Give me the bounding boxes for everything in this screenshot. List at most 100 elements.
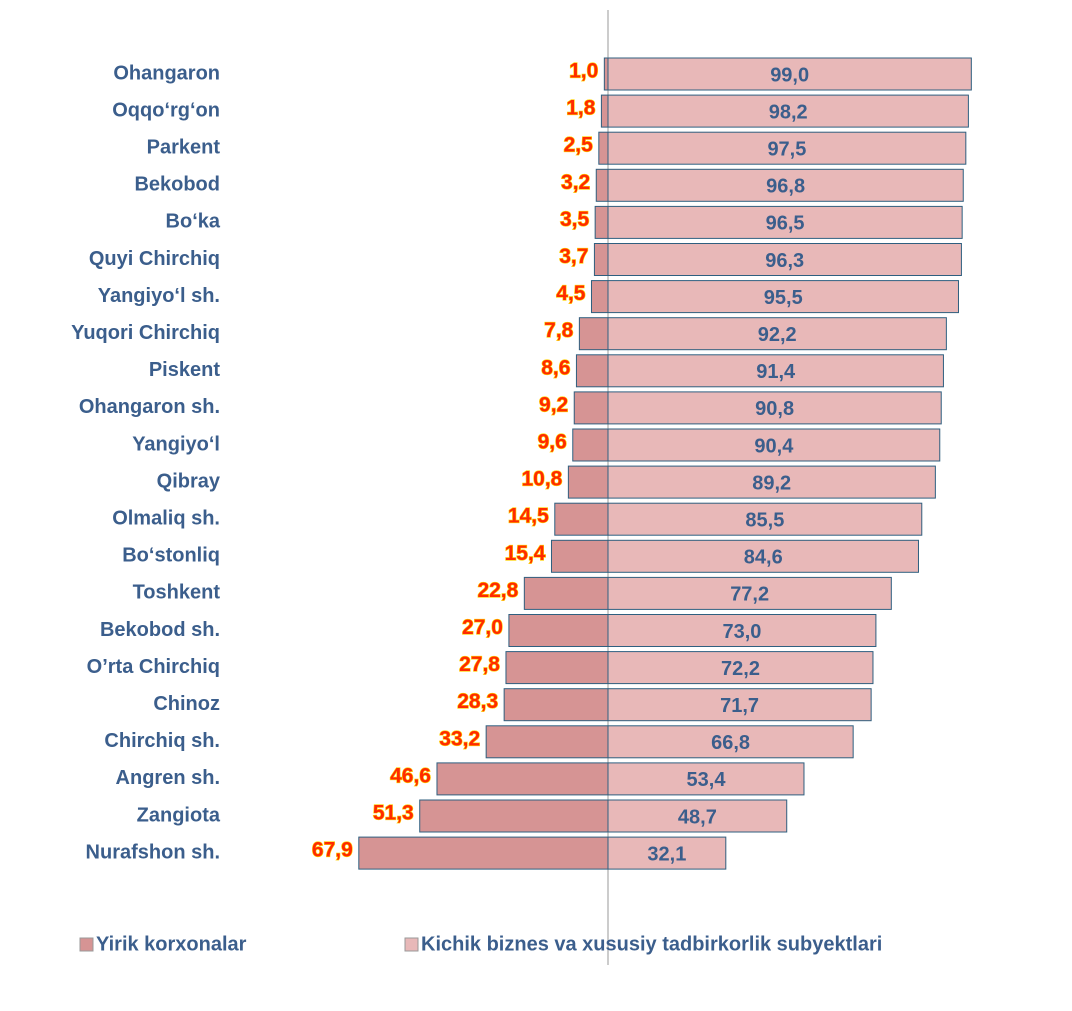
bar [607,317,947,351]
bar [594,205,609,239]
category-label: Qibray [157,470,221,492]
value-label: 14,5 [508,505,549,528]
category-label: Piskent [149,359,220,381]
value-label: 9,6 [538,431,567,454]
bar [358,836,609,870]
category-label: Zangiota [137,804,221,826]
bar [508,614,609,647]
bar [603,57,609,91]
category-label: Parkent [147,136,221,158]
category-label: Bekobod [134,174,220,196]
value-label: 89,2 [752,472,791,494]
bar [575,354,609,388]
category-label: Ohangaron sh. [79,396,220,418]
value-label: 67,9 [312,839,353,862]
value-label: 66,8 [711,732,750,754]
bar [578,317,609,351]
bar [607,354,944,388]
bar [607,576,892,610]
bar [419,799,609,833]
value-label: 84,6 [744,547,783,569]
value-label: 4,5 [556,282,586,305]
value-label: 77,2 [730,584,769,606]
value-label: 96,5 [766,213,805,235]
value-label: 8,6 [541,356,570,379]
value-label: 98,2 [769,101,808,123]
bar [607,725,854,759]
value-label: 27,8 [459,653,500,676]
value-label: 73,0 [722,621,761,643]
legend-swatch [79,937,94,952]
bar [607,465,936,499]
category-label: Ohangaron [113,62,220,84]
value-label: 1,0 [569,60,598,83]
bar [607,243,962,276]
value-label: 96,3 [765,250,804,272]
bar [598,131,609,165]
bar [607,205,963,239]
value-label: 71,7 [720,695,759,717]
category-label: Angren sh. [116,767,220,789]
value-label: 9,2 [539,393,568,416]
category-label: Bekobod sh. [100,619,220,641]
bar [485,725,609,759]
bar [595,168,609,202]
bar [607,539,919,573]
bar [607,836,727,870]
value-label: 3,5 [560,208,590,231]
bar [607,131,967,165]
value-label: 97,5 [767,138,806,160]
value-label: 85,5 [745,509,784,531]
bar [593,243,609,276]
value-label: 10,8 [521,468,562,491]
bar [607,280,959,314]
value-label: 91,4 [756,361,796,383]
value-label: 46,6 [390,764,431,787]
bar [607,614,877,647]
value-label: 7,8 [544,319,574,342]
category-label: O’rta Chirchiq [87,656,220,678]
value-label: 96,8 [766,176,805,198]
value-label: 72,2 [721,658,760,680]
bar [607,391,942,425]
category-label: Yuqori Chirchiq [71,322,220,344]
value-label: 53,4 [687,769,727,791]
value-label: 15,4 [505,542,546,565]
bar [607,57,972,91]
category-label: Yangiyo‘l [132,433,220,455]
bar [572,428,609,462]
legend-swatch [404,937,419,952]
category-label: Yangiyo‘l sh. [98,285,220,307]
value-label: 27,0 [462,616,503,639]
category-label: Bo‘ka [166,211,221,233]
bar [607,799,788,833]
bar [607,168,964,202]
category-label: Nurafshon sh. [86,841,220,863]
value-label: 33,2 [439,727,480,750]
value-label: 2,5 [564,134,594,157]
value-label: 3,2 [561,171,590,194]
bar [607,94,969,128]
bar [607,688,872,722]
value-label: 99,0 [770,64,809,86]
bar [503,688,609,722]
bar [554,502,609,536]
value-label: 1,8 [566,97,596,120]
category-label: Bo‘stonliq [122,545,220,567]
bar [573,391,609,425]
value-label: 90,8 [755,398,794,420]
bar [523,576,609,610]
bar [607,428,941,462]
value-label: 32,1 [647,843,686,865]
bar [567,465,609,499]
bar [436,762,609,796]
bar [550,539,609,573]
bar [607,651,874,685]
category-label: Oqqo‘rg‘on [112,99,220,121]
value-label: 92,2 [758,324,797,346]
category-label: Olmaliq sh. [112,507,220,529]
value-label: 95,5 [764,287,803,309]
value-label: 3,7 [559,245,588,268]
value-label: 22,8 [477,579,518,602]
category-label: Chinoz [153,693,220,715]
